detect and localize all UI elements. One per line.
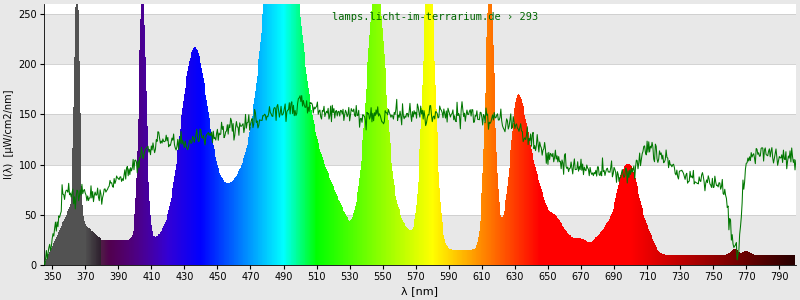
Bar	[44, 114, 796, 164]
X-axis label: λ [nm]: λ [nm]	[402, 286, 438, 296]
Text: lamps.licht-im-terrarium.de › 293: lamps.licht-im-terrarium.de › 293	[332, 12, 538, 22]
Y-axis label: I(λ)  [µW/cm2/nm]: I(λ) [µW/cm2/nm]	[4, 90, 14, 179]
Bar	[44, 214, 796, 265]
Bar	[44, 14, 796, 64]
